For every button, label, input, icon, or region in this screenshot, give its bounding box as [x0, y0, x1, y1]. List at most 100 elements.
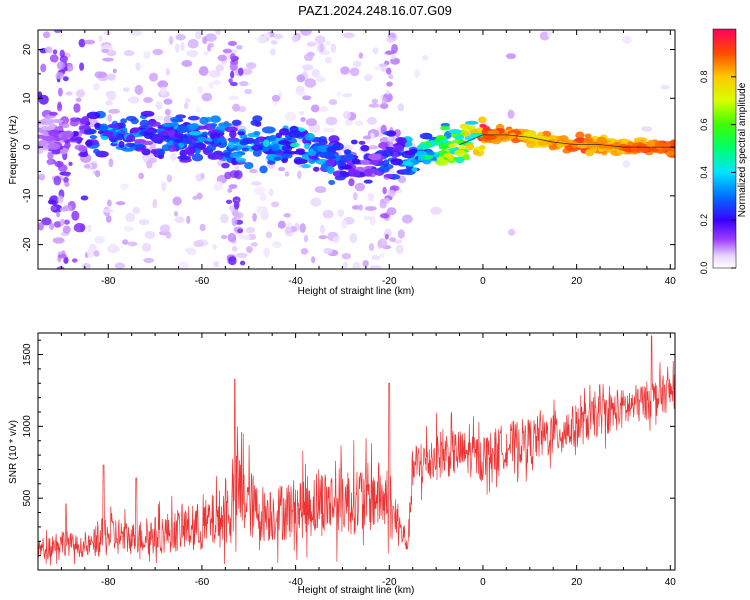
ridge-blob [89, 135, 98, 140]
noise-blob [368, 103, 380, 108]
noise-blob [304, 78, 317, 88]
noise-blob [41, 217, 52, 226]
y-tick-label: 1500 [22, 343, 33, 366]
ridge-blob [237, 131, 246, 136]
noise-blob [379, 253, 385, 258]
noise-blob [40, 63, 47, 73]
noise-blob [115, 201, 126, 206]
noise-blob [245, 62, 257, 70]
ridge-blob [360, 144, 370, 152]
ridge-blob [397, 137, 407, 145]
noise-blob [164, 108, 171, 116]
noise-blob [42, 31, 51, 39]
noise-blob [237, 228, 244, 234]
ridge-blob [511, 138, 521, 144]
noise-blob [163, 98, 173, 105]
noise-blob [198, 66, 209, 76]
noise-blob [330, 43, 337, 54]
noise-blob [73, 103, 81, 113]
ridge-blob [277, 140, 290, 145]
noise-blob [295, 91, 307, 97]
ridge-blob [170, 116, 182, 123]
noise-blob [318, 235, 328, 240]
noise-blob [143, 51, 151, 59]
noise-blob [354, 120, 364, 127]
noise-blob [47, 199, 57, 205]
ridge-blob [463, 130, 470, 138]
ridge-blob [278, 128, 290, 136]
ridge-blob [229, 130, 237, 138]
noise-blob [323, 247, 333, 255]
noise-blob [197, 86, 204, 94]
ridge-blob [463, 153, 470, 159]
y-tick-label: 10 [22, 92, 33, 104]
noise-blob [105, 215, 112, 223]
ridge-blob [273, 156, 282, 161]
noise-blob [196, 192, 203, 200]
noise-blob [263, 247, 271, 258]
noise-blob [505, 53, 517, 60]
colorbar-tick-label: 0.8 [699, 71, 709, 84]
noise-blob [303, 53, 314, 62]
x-tick-label: 40 [665, 577, 677, 588]
noise-blob [195, 106, 202, 113]
ridge-blob [440, 125, 451, 131]
noise-blob [159, 224, 171, 233]
noise-blob [250, 242, 258, 247]
ridge-blob [143, 131, 154, 139]
noise-blob [52, 49, 58, 55]
noise-blob [386, 37, 395, 44]
noise-blob [381, 96, 388, 105]
spectrogram-ylabel: Frequency (Hz) [8, 116, 19, 185]
noise-blob [422, 55, 429, 61]
ridge-blob [85, 139, 93, 147]
noise-blob [227, 188, 233, 193]
noise-blob [63, 256, 69, 264]
ridge-blob [161, 122, 175, 128]
ridge-blob [477, 116, 487, 124]
noise-blob [386, 207, 397, 216]
noise-blob [228, 184, 238, 189]
x-tick-label: 20 [571, 276, 583, 287]
ridge-blob [70, 117, 79, 123]
ridge-blob [328, 135, 340, 143]
noise-blob [315, 75, 326, 83]
noise-blob [230, 64, 237, 71]
ridge-blob [381, 149, 394, 157]
ridge-blob [350, 139, 358, 145]
ridge-blob [107, 123, 121, 129]
noise-blob [388, 74, 394, 80]
ridge-blob [275, 132, 283, 139]
noise-blob [332, 236, 340, 244]
noise-blob [231, 245, 238, 252]
noise-blob [172, 196, 182, 206]
ridge-blob [363, 179, 373, 184]
snr-frame [37, 332, 676, 571]
ridge-blob [125, 115, 137, 122]
noise-blob [78, 38, 86, 48]
ridge-blob [312, 166, 320, 172]
ridge-blob [360, 159, 371, 166]
noise-blob [367, 192, 375, 202]
noise-blob [349, 67, 360, 77]
ridge-blob [459, 123, 470, 130]
noise-blob [186, 247, 197, 256]
noise-blob [62, 76, 69, 82]
noise-blob [378, 63, 388, 68]
noise-blob [201, 92, 213, 102]
noise-blob [122, 87, 130, 92]
noise-blob [53, 221, 62, 228]
colorbar-tick-label: 0.0 [699, 262, 709, 275]
noise-blob [138, 218, 150, 226]
noise-blob [153, 115, 165, 121]
snr-ylabel: SNR (10 * v/v) [8, 420, 19, 484]
ridge-blob [140, 110, 155, 117]
noise-blob [271, 241, 282, 248]
noise-blob [259, 193, 267, 202]
noise-blob [163, 115, 174, 125]
ridge-blob [472, 149, 479, 156]
noise-blob [315, 35, 326, 45]
ridge-blob [196, 143, 206, 150]
y-tick-label: 0 [22, 144, 33, 150]
ridge-blob [465, 142, 475, 151]
